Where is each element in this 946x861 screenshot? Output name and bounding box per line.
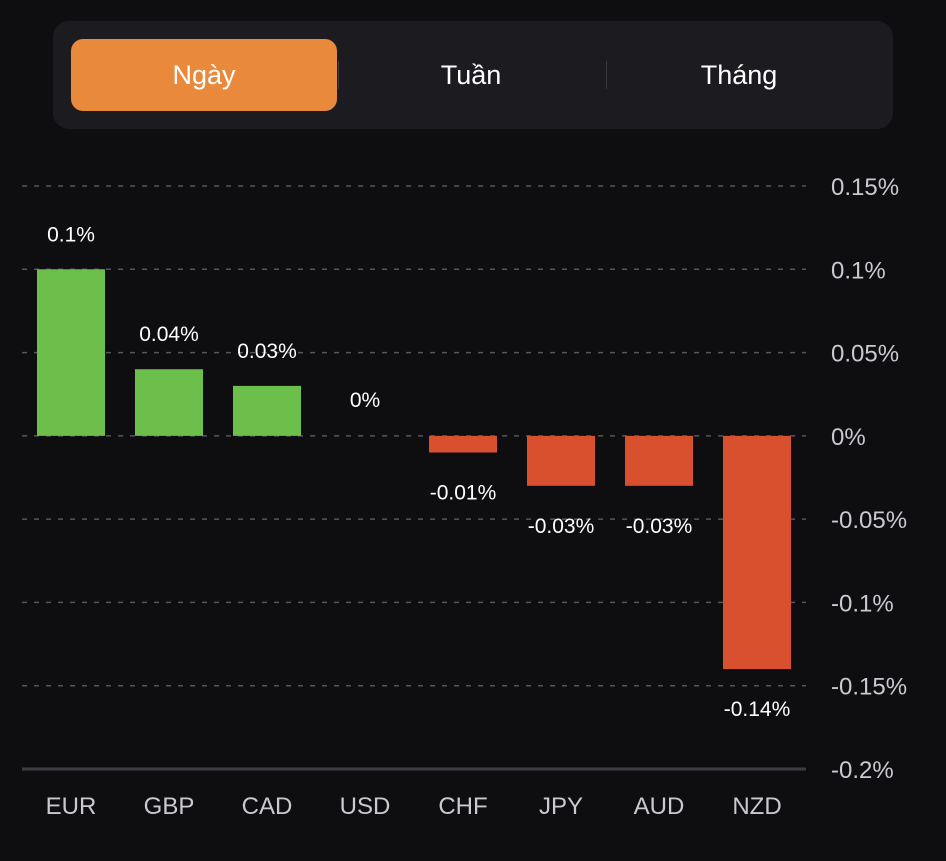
tab-month[interactable]: Tháng: [700, 59, 778, 90]
value-label: 0.1%: [47, 223, 95, 246]
segment-divider: [338, 61, 339, 89]
segment-divider: [606, 61, 607, 89]
y-tick-label: -0.05%: [831, 507, 907, 534]
x-tick-label: GBP: [144, 793, 195, 820]
value-label: 0.03%: [237, 340, 297, 363]
value-label: -0.01%: [430, 482, 497, 505]
y-tick-label: 0%: [831, 424, 866, 451]
bar-nzd: [723, 435, 791, 670]
y-tick-label: 0.15%: [831, 174, 899, 201]
period-selector: Ngày Tuần Tháng: [53, 21, 893, 129]
value-label: -0.03%: [626, 515, 693, 538]
x-tick-label: CHF: [438, 793, 487, 820]
bar-aud: [625, 435, 693, 486]
value-label: -0.03%: [528, 515, 595, 538]
y-tick-label: 0.1%: [831, 257, 886, 284]
y-tick-label: -0.15%: [831, 674, 907, 701]
x-tick-label: NZD: [732, 793, 781, 820]
x-tick-label: AUD: [634, 793, 685, 820]
value-label: 0%: [350, 389, 380, 412]
value-label: -0.14%: [724, 698, 791, 721]
y-tick-label: 0.05%: [831, 341, 899, 368]
bar-gbp: [135, 369, 203, 436]
x-tick-label: EUR: [46, 793, 97, 820]
y-tick-label: -0.1%: [831, 590, 894, 617]
x-tick-label: CAD: [242, 793, 293, 820]
bar-jpy: [527, 435, 595, 486]
bar-cad: [233, 385, 301, 436]
tab-week[interactable]: Tuần: [440, 59, 502, 90]
x-tick-label: USD: [340, 793, 391, 820]
y-tick-label: -0.2%: [831, 757, 894, 784]
tab-day[interactable]: Ngày: [71, 39, 337, 111]
bar-chf: [429, 435, 497, 453]
bar-eur: [37, 269, 105, 436]
value-label: 0.04%: [139, 323, 199, 346]
x-tick-label: JPY: [539, 793, 583, 820]
